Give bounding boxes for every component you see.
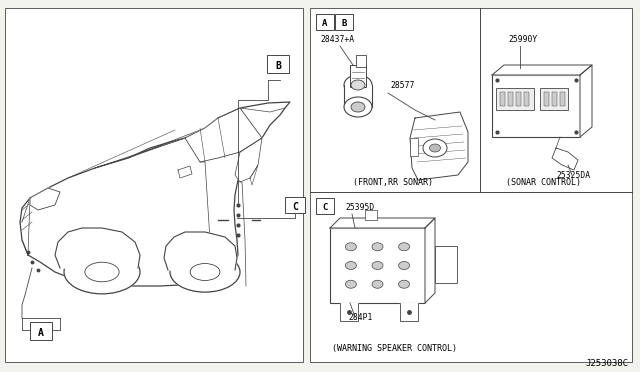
Polygon shape — [492, 65, 592, 75]
Bar — [540, 88, 568, 110]
Bar — [492, 75, 580, 137]
Text: 28437+A: 28437+A — [320, 35, 354, 44]
Ellipse shape — [399, 262, 410, 269]
Polygon shape — [425, 218, 435, 303]
Polygon shape — [250, 165, 258, 185]
Ellipse shape — [372, 243, 383, 251]
Bar — [410, 138, 418, 156]
Text: J253038C: J253038C — [585, 359, 628, 368]
Bar — [365, 210, 377, 220]
Text: B: B — [341, 19, 347, 29]
Bar — [267, 55, 289, 73]
Text: A: A — [323, 19, 328, 29]
Polygon shape — [330, 218, 435, 228]
Polygon shape — [30, 188, 60, 210]
Ellipse shape — [372, 262, 383, 269]
Bar — [285, 197, 305, 213]
Text: 28577: 28577 — [390, 81, 414, 90]
Ellipse shape — [351, 102, 365, 112]
Bar — [552, 92, 557, 106]
Bar — [5, 8, 303, 362]
Text: 25325DA: 25325DA — [556, 171, 590, 180]
Text: C: C — [292, 202, 298, 212]
Polygon shape — [178, 166, 192, 178]
Text: C: C — [323, 203, 328, 212]
Text: B: B — [275, 61, 281, 71]
Bar — [316, 14, 334, 30]
Ellipse shape — [346, 262, 356, 269]
Ellipse shape — [344, 75, 372, 95]
Bar — [524, 92, 529, 106]
Polygon shape — [580, 65, 592, 137]
Ellipse shape — [423, 139, 447, 157]
Bar — [30, 322, 52, 340]
Bar — [344, 85, 372, 107]
Ellipse shape — [399, 280, 410, 288]
Polygon shape — [55, 228, 140, 268]
Text: 284P1: 284P1 — [348, 313, 372, 322]
Bar — [500, 92, 505, 106]
Bar — [508, 92, 513, 106]
Polygon shape — [552, 148, 578, 170]
Polygon shape — [185, 108, 262, 162]
Text: 25395D: 25395D — [345, 203, 374, 212]
Text: (WARNING SPEAKER CONTROL): (WARNING SPEAKER CONTROL) — [333, 343, 458, 353]
Bar — [496, 88, 534, 110]
Bar — [560, 92, 565, 106]
Ellipse shape — [372, 280, 383, 288]
Ellipse shape — [351, 80, 365, 90]
Ellipse shape — [429, 144, 440, 152]
Ellipse shape — [190, 263, 220, 280]
Polygon shape — [235, 138, 262, 182]
Bar — [516, 92, 521, 106]
Polygon shape — [400, 303, 418, 321]
Bar — [330, 228, 425, 303]
Bar — [544, 92, 549, 106]
Ellipse shape — [344, 97, 372, 117]
Polygon shape — [164, 232, 237, 270]
Ellipse shape — [64, 250, 140, 294]
Text: 25990Y: 25990Y — [508, 35, 537, 44]
Polygon shape — [410, 112, 468, 180]
Bar — [310, 8, 632, 362]
Ellipse shape — [346, 243, 356, 251]
Bar — [435, 246, 457, 283]
Ellipse shape — [170, 252, 240, 292]
Polygon shape — [340, 303, 358, 321]
Text: (SONAR CONTROL): (SONAR CONTROL) — [506, 179, 580, 187]
Ellipse shape — [85, 262, 119, 282]
Ellipse shape — [399, 243, 410, 251]
Text: A: A — [38, 328, 44, 338]
Bar — [356, 55, 366, 67]
Polygon shape — [20, 102, 290, 286]
Ellipse shape — [346, 280, 356, 288]
Text: (FRONT,RR SONAR): (FRONT,RR SONAR) — [353, 179, 433, 187]
Bar — [316, 198, 334, 214]
Bar — [335, 14, 353, 30]
Bar — [350, 65, 366, 87]
